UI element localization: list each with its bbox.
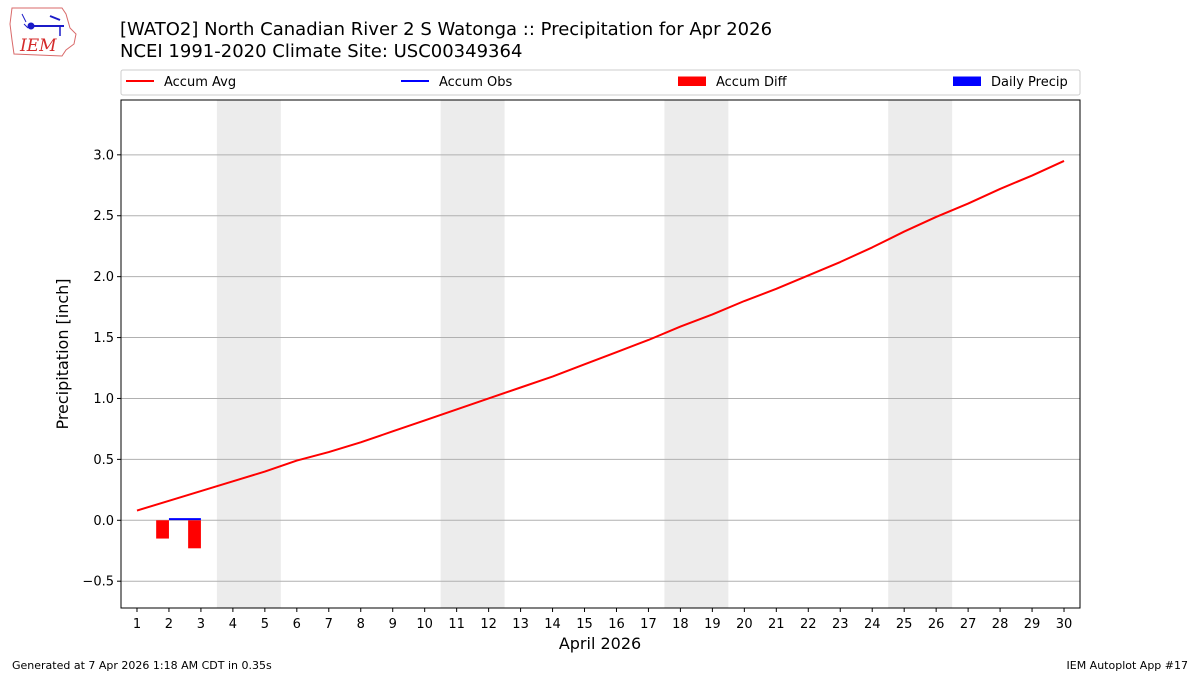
legend: Accum Avg Accum Obs Accum Diff Daily Precip bbox=[120, 69, 1081, 96]
y-tick-label: 3.0 bbox=[93, 148, 114, 163]
logo-text: IEM bbox=[19, 36, 57, 56]
legend-box bbox=[120, 69, 1081, 96]
x-axis-label: April 2026 bbox=[559, 634, 641, 653]
legend-swatch-daily-precip bbox=[953, 76, 981, 86]
legend-label-accum-obs: Accum Obs bbox=[439, 75, 512, 90]
x-tick-label: 19 bbox=[704, 617, 721, 632]
y-axis-label: Precipitation [inch] bbox=[53, 278, 72, 429]
iowa-outline-icon bbox=[9, 7, 77, 57]
y-tick-label: 1.0 bbox=[93, 392, 114, 407]
x-tick-label: 13 bbox=[512, 617, 529, 632]
legend-label-accum-diff: Accum Diff bbox=[716, 75, 788, 90]
x-tick-label: 12 bbox=[480, 617, 497, 632]
weekend-shade bbox=[664, 100, 729, 608]
chart-title: [WATO2] North Canadian River 2 S Watonga… bbox=[120, 19, 772, 40]
x-tick-label: 1 bbox=[133, 617, 141, 632]
x-tick-label: 4 bbox=[229, 617, 237, 632]
bar-accum-diff bbox=[188, 520, 201, 549]
x-tick-label: 2 bbox=[165, 617, 173, 632]
x-tick-label: 23 bbox=[832, 617, 849, 632]
bar-accum-diff bbox=[156, 520, 169, 539]
x-tick-label: 21 bbox=[768, 617, 785, 632]
x-tick-label: 6 bbox=[293, 617, 301, 632]
x-tick-label: 5 bbox=[261, 617, 269, 632]
y-tick-label: 1.5 bbox=[93, 331, 114, 346]
weekend-shade bbox=[440, 100, 505, 608]
iem-logo: IEM bbox=[9, 7, 77, 57]
x-tick-label: 22 bbox=[800, 617, 817, 632]
x-tick-label: 10 bbox=[416, 617, 433, 632]
y-tick-label: −0.5 bbox=[82, 575, 114, 590]
weekend-shade bbox=[888, 100, 953, 608]
x-tick-label: 28 bbox=[992, 617, 1009, 632]
y-tick-label: 0.5 bbox=[93, 453, 114, 468]
x-tick-label: 30 bbox=[1056, 617, 1073, 632]
x-tick-label: 27 bbox=[960, 617, 977, 632]
x-tick-label: 18 bbox=[672, 617, 689, 632]
x-tick-label: 3 bbox=[197, 617, 205, 632]
x-tick-label: 29 bbox=[1024, 617, 1041, 632]
generated-footer: Generated at 7 Apr 2026 1:18 AM CDT in 0… bbox=[12, 659, 272, 672]
legend-swatch-accum-diff bbox=[678, 76, 706, 86]
x-tick-label: 7 bbox=[325, 617, 333, 632]
x-tick-label: 26 bbox=[928, 617, 945, 632]
weather-station-icon bbox=[21, 13, 64, 36]
x-tick-label: 15 bbox=[576, 617, 593, 632]
weekend-shade bbox=[216, 100, 281, 608]
x-tick-label: 14 bbox=[544, 617, 561, 632]
x-tick-label: 9 bbox=[389, 617, 397, 632]
x-tick-label: 8 bbox=[357, 617, 365, 632]
legend-label-daily-precip: Daily Precip bbox=[991, 75, 1068, 90]
y-tick-label: 0.0 bbox=[93, 514, 114, 529]
y-tick-label: 2.0 bbox=[93, 270, 114, 285]
line-accum-avg bbox=[136, 160, 1065, 512]
x-tick-label: 25 bbox=[896, 617, 913, 632]
x-tick-label: 17 bbox=[640, 617, 657, 632]
legend-label-accum-avg: Accum Avg bbox=[164, 75, 236, 90]
x-tick-label: 20 bbox=[736, 617, 753, 632]
app-footer: IEM Autoplot App #17 bbox=[1067, 659, 1189, 672]
chart-subtitle: NCEI 1991-2020 Climate Site: USC00349364 bbox=[120, 41, 522, 62]
x-tick-label: 11 bbox=[448, 617, 465, 632]
x-tick-label: 16 bbox=[608, 617, 625, 632]
y-tick-label: 2.5 bbox=[93, 209, 114, 224]
plot-frame bbox=[120, 99, 1081, 609]
x-tick-label: 24 bbox=[864, 617, 881, 632]
